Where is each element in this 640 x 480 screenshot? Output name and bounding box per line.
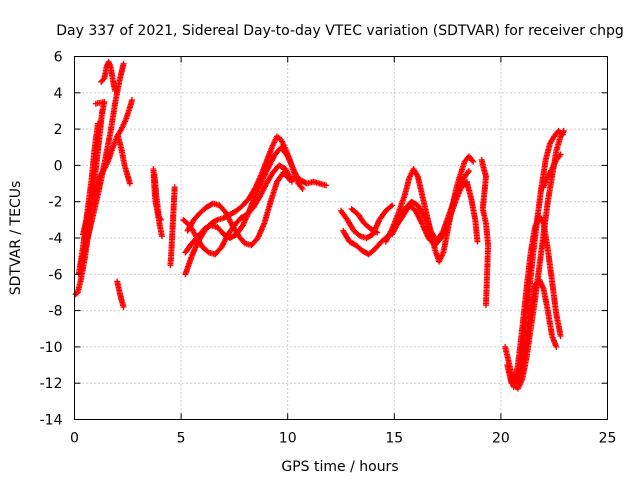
series-t19 <box>348 205 381 236</box>
series-t28 <box>540 151 564 191</box>
x-tick-label: 0 <box>70 431 79 447</box>
series-t8 <box>92 98 108 116</box>
series-t11 <box>167 184 178 269</box>
y-tick-label: -10 <box>40 340 63 356</box>
series-t18 <box>340 227 391 258</box>
grid <box>74 56 608 420</box>
y-tick-label: -12 <box>40 376 63 392</box>
x-tick-label: 20 <box>492 431 510 447</box>
y-tick-label: 6 <box>54 50 63 66</box>
series-trail <box>506 214 564 389</box>
series-trail <box>338 203 394 241</box>
series-trail <box>340 229 390 257</box>
y-axis-ticks: -14 -12 -10 -8 -6 -4 -2 0 2 4 6 <box>40 50 608 429</box>
x-tick-label: 10 <box>279 431 297 447</box>
series-trail <box>349 207 379 235</box>
series-trail <box>292 174 328 188</box>
series-trail <box>167 185 178 267</box>
series-t4 <box>80 97 136 238</box>
series-t10 <box>151 171 164 223</box>
y-tick-label: -2 <box>49 195 63 211</box>
y-tick-label: -14 <box>40 413 63 429</box>
y-axis-title: SDTVAR / TECUs <box>8 181 24 296</box>
x-tick-label: 5 <box>177 431 186 447</box>
series-t15 <box>184 169 293 249</box>
series-trail <box>541 152 563 189</box>
series-trail <box>99 60 118 93</box>
series-trail <box>80 98 135 236</box>
y-tick-label: 0 <box>54 158 63 174</box>
series-t7 <box>114 278 127 310</box>
series-trail <box>185 170 292 248</box>
y-tick-label: -6 <box>49 267 63 283</box>
y-tick-label: -4 <box>49 231 63 247</box>
series-trail <box>394 179 481 248</box>
series-t20 <box>382 153 477 265</box>
series-t13 <box>182 144 304 256</box>
series-t17 <box>338 202 396 241</box>
series-t16 <box>291 173 330 189</box>
x-axis-title: GPS time / hours <box>281 459 398 475</box>
series-t22 <box>393 178 481 249</box>
series-t5 <box>98 58 119 94</box>
series-t6 <box>115 133 133 187</box>
series-t26 <box>506 213 564 390</box>
x-tick-label: 15 <box>385 431 403 447</box>
series-trail <box>515 278 559 385</box>
y-tick-label: 2 <box>54 122 63 138</box>
data-points <box>72 58 567 392</box>
series-trail <box>114 280 127 309</box>
x-tick-label: 25 <box>599 431 617 447</box>
series-t27 <box>514 276 560 387</box>
series-trail <box>383 154 476 264</box>
chart-title: Day 337 of 2021, Sidereal Day-to-day VTE… <box>56 23 624 39</box>
series-trail <box>94 99 107 115</box>
series-trail <box>115 134 133 186</box>
series-trail <box>151 173 164 222</box>
x-axis-ticks: 0 5 10 15 20 25 <box>70 56 617 447</box>
series-t23 <box>478 156 492 309</box>
series-trail <box>479 158 492 307</box>
y-tick-label: 4 <box>54 86 63 102</box>
y-tick-label: -8 <box>49 304 63 320</box>
